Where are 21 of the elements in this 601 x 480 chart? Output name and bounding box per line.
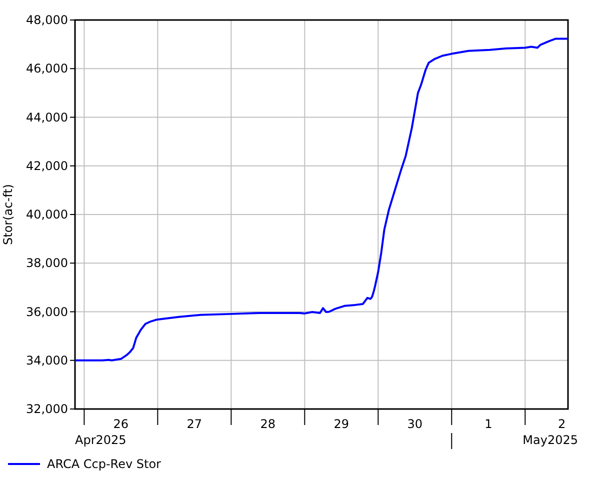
y-tick-label: 46,000 (26, 62, 68, 76)
y-tick-label: 38,000 (26, 256, 68, 270)
y-tick-label: 34,000 (26, 353, 68, 368)
y-tick-label: 40,000 (26, 208, 68, 222)
text: Apr2025 (75, 433, 126, 447)
text: May2025 (522, 433, 578, 447)
y-tick-label: 36,000 (26, 304, 68, 319)
y-tick-label: 48,000 (26, 13, 68, 27)
x-tick-label: 2 (558, 417, 566, 431)
x-tick-label: 28 (260, 417, 276, 431)
y-tick-label: 44,000 (26, 110, 68, 124)
x-tick-label: 30 (407, 417, 423, 431)
y-tick-label: 42,000 (26, 158, 68, 173)
line-series (74, 38, 569, 362)
x-tick-label: 26 (113, 417, 129, 431)
y-tick-label: 32,000 (26, 402, 68, 416)
y-axis-title: Stor(ac-ft) (1, 184, 15, 245)
x-tick-label: 27 (186, 417, 202, 431)
x-tick-label: 29 (334, 417, 350, 431)
legend-label: ARCA Ccp-Rev Stor (47, 457, 162, 471)
x-tick-label: 1 (484, 417, 492, 431)
